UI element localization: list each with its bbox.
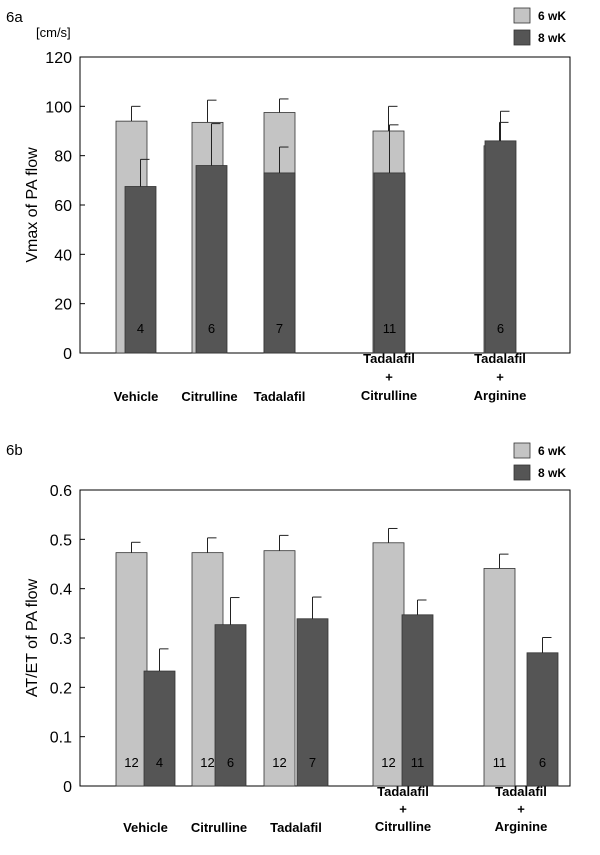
panel-label: 6a <box>6 9 23 26</box>
category-label: Arginine <box>495 819 548 834</box>
sample-size-label: 6 <box>497 321 504 336</box>
category-label: Citrulline <box>375 819 431 834</box>
y-tick-label: 0 <box>63 346 72 363</box>
sample-size-label: 12 <box>272 755 286 770</box>
bar-8wk <box>214 624 247 787</box>
bar-8wk <box>195 165 228 354</box>
category-label: Tadalafil <box>474 351 526 366</box>
bar-6wk <box>115 552 148 787</box>
category-label: + <box>517 802 525 817</box>
category-label: Citrulline <box>361 388 417 403</box>
sample-size-label: 6 <box>227 755 234 770</box>
sample-size-label: 4 <box>137 321 144 336</box>
bar-8wk <box>143 670 176 787</box>
y-tick-label: 0.6 <box>50 483 72 500</box>
legend-label: 8 wK <box>538 466 566 480</box>
category-label: Citrulline <box>191 820 247 835</box>
sample-size-label: 6 <box>539 755 546 770</box>
y-tick-label: 0.2 <box>50 680 72 697</box>
bar-8wk <box>484 140 517 354</box>
sample-size-label: 12 <box>124 755 138 770</box>
panel-label: 6b <box>6 442 23 459</box>
y-tick-label: 0 <box>63 779 72 796</box>
sample-size-label: 11 <box>411 755 425 770</box>
sample-size-label: 7 <box>309 755 316 770</box>
legend-swatch <box>513 464 531 481</box>
bar-8wk <box>263 172 296 354</box>
category-label: + <box>496 370 504 385</box>
legend-swatch <box>513 7 531 24</box>
y-axis-title: AT/ET of PA flow <box>24 578 41 697</box>
legend-label: 6 wK <box>538 9 566 23</box>
legend-label: 6 wK <box>538 444 566 458</box>
category-label: + <box>399 802 407 817</box>
sample-size-label: 12 <box>381 755 395 770</box>
category-label: Tadalafil <box>363 351 415 366</box>
category-label: Tadalafil <box>495 784 547 799</box>
sample-size-label: 4 <box>156 755 163 770</box>
y-tick-label: 80 <box>54 149 72 166</box>
category-label: + <box>385 370 393 385</box>
category-label: Tadalafil <box>377 784 429 799</box>
y-tick-label: 60 <box>54 198 72 215</box>
y-tick-label: 0.4 <box>50 582 72 599</box>
y-tick-label: 100 <box>45 99 72 116</box>
y-tick-label: 20 <box>54 297 72 314</box>
category-label: Vehicle <box>114 389 159 404</box>
bar-8wk <box>124 186 157 354</box>
y-axis-title: Vmax of PA flow <box>24 147 41 263</box>
legend-swatch <box>513 442 531 459</box>
y-tick-label: 0.5 <box>50 532 72 549</box>
y-tick-label: 120 <box>45 50 72 67</box>
panel-6b: 6b 0 0.1 0.2 0.3 0.4 0.5 0.6 AT/ET of PA flow 12 1… <box>6 442 571 835</box>
sample-size-label: 11 <box>493 755 507 770</box>
bar-8wk <box>526 652 559 787</box>
sample-size-label: 6 <box>208 321 215 336</box>
category-label: Tadalafil <box>254 389 306 404</box>
category-label: Citrulline <box>181 389 237 404</box>
category-label: Tadalafil <box>270 820 322 835</box>
bar-8wk <box>401 614 434 787</box>
y-tick-label: 40 <box>54 247 72 264</box>
legend-swatch <box>513 29 531 46</box>
sample-size-label: 12 <box>200 755 214 770</box>
category-label: Arginine <box>474 388 527 403</box>
category-label: Vehicle <box>123 820 168 835</box>
bar-6wk <box>483 568 516 787</box>
y-tick-label: 0.3 <box>50 631 72 648</box>
bar-6wk <box>263 550 296 787</box>
sample-size-label: 7 <box>276 321 283 336</box>
bar-6wk <box>372 542 405 787</box>
y-tick-label: 0.1 <box>50 730 72 747</box>
y-unit-label: [cm/s] <box>36 25 71 40</box>
sample-size-label: 11 <box>383 321 397 336</box>
legend-label: 8 wK <box>538 31 566 45</box>
